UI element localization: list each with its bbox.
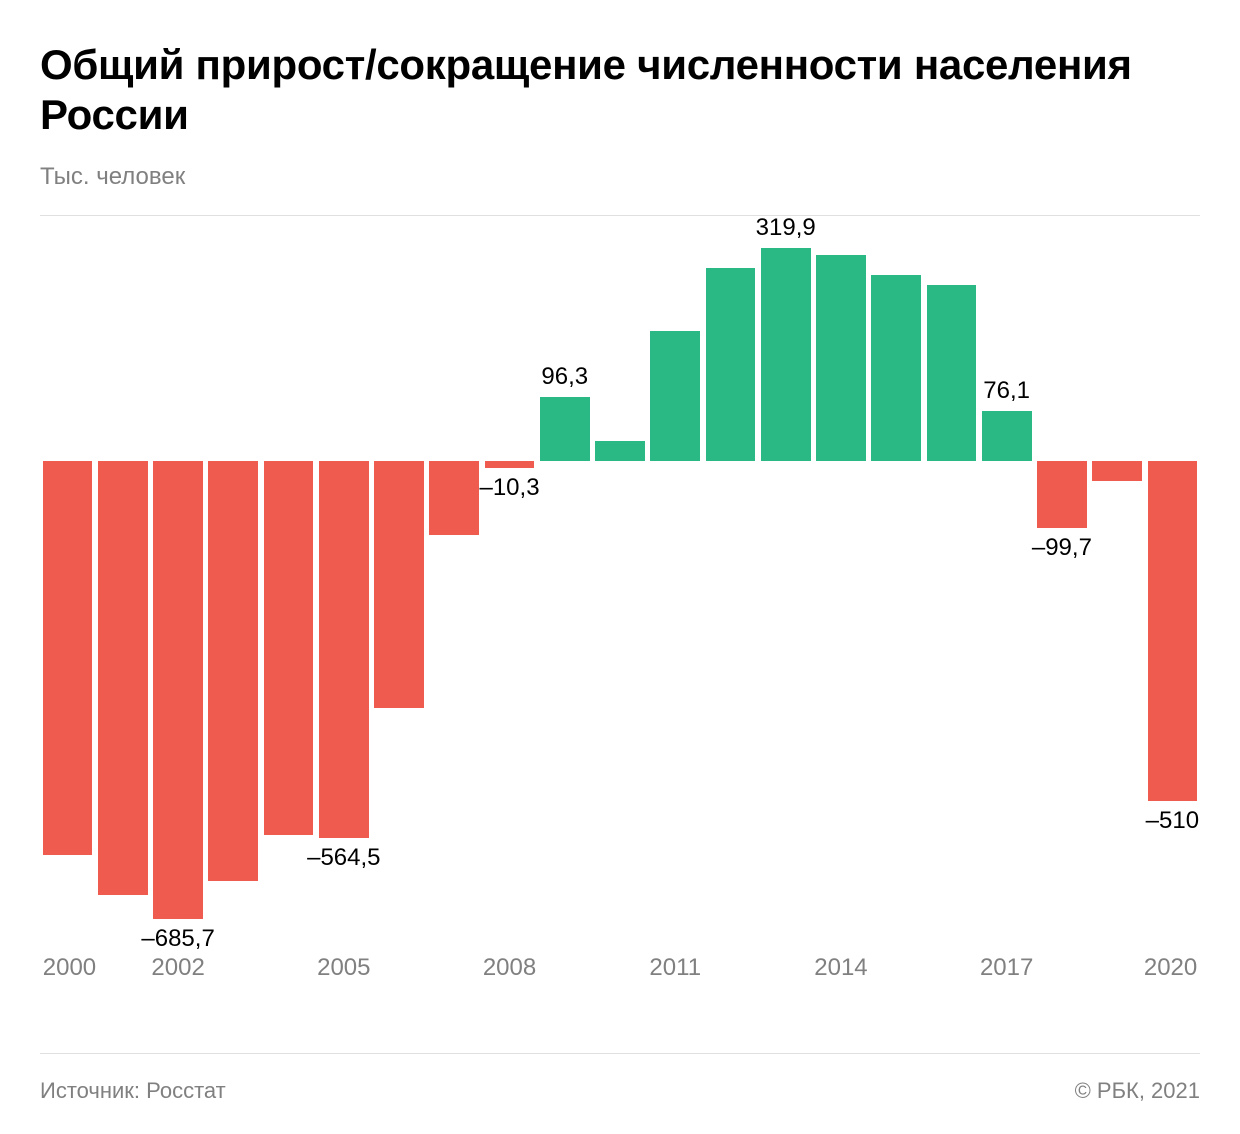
bar-2004 xyxy=(264,461,314,834)
bar-label-2008: –10,3 xyxy=(479,474,539,502)
bar-label-2020: –510 xyxy=(1146,807,1199,835)
bar-2014 xyxy=(816,255,866,462)
bar-2003 xyxy=(208,461,258,881)
x-tick-2014: 2014 xyxy=(814,954,867,982)
x-axis: 2000 2002 2005 2008 2011 2014 2017 2020 xyxy=(40,954,1200,994)
bar-label-2013: 319,9 xyxy=(756,214,816,242)
chart-title: Общий прирост/сокращение численности нас… xyxy=(40,40,1200,139)
chart-container: –685,7–564,5–10,396,3319,976,1–99,7–510 … xyxy=(40,228,1200,988)
x-tick-2000: 2000 xyxy=(43,954,96,982)
bar-2005 xyxy=(319,461,369,837)
bar-2012 xyxy=(706,268,756,461)
bar-2015 xyxy=(871,275,921,462)
top-divider xyxy=(40,215,1200,216)
x-tick-2011: 2011 xyxy=(649,954,701,982)
chart-footer: Источник: Росстат © РБК, 2021 xyxy=(40,1053,1200,1104)
bar-2001 xyxy=(98,461,148,894)
bar-2019 xyxy=(1092,461,1142,481)
bottom-divider xyxy=(40,1053,1200,1054)
bar-2020 xyxy=(1148,461,1198,801)
bar-2013 xyxy=(761,248,811,461)
bar-2011 xyxy=(650,331,700,461)
bar-label-2017: 76,1 xyxy=(983,377,1030,405)
chart-subtitle: Тыс. человек xyxy=(40,163,1200,191)
chart-plot-area: –685,7–564,5–10,396,3319,976,1–99,7–510 xyxy=(40,228,1200,928)
x-tick-2017: 2017 xyxy=(980,954,1033,982)
bar-label-2009: 96,3 xyxy=(541,363,588,391)
bar-2007 xyxy=(429,461,479,534)
x-tick-2008: 2008 xyxy=(483,954,536,982)
x-tick-2020: 2020 xyxy=(1144,954,1197,982)
x-tick-2005: 2005 xyxy=(317,954,370,982)
source-text: Источник: Росстат xyxy=(40,1078,226,1104)
bar-2017 xyxy=(982,411,1032,462)
bar-label-2005: –564,5 xyxy=(307,844,380,872)
bar-2006 xyxy=(374,461,424,708)
copyright-text: © РБК, 2021 xyxy=(1075,1078,1200,1104)
bar-2018 xyxy=(1037,461,1087,527)
bar-2009 xyxy=(540,397,590,461)
x-tick-2002: 2002 xyxy=(151,954,204,982)
bar-2016 xyxy=(927,285,977,462)
bar-2008 xyxy=(485,461,535,468)
bar-2000 xyxy=(43,461,93,854)
bar-2010 xyxy=(595,441,645,461)
bar-2002 xyxy=(153,461,203,918)
bar-label-2002: –685,7 xyxy=(141,925,214,953)
bar-label-2018: –99,7 xyxy=(1032,534,1092,562)
